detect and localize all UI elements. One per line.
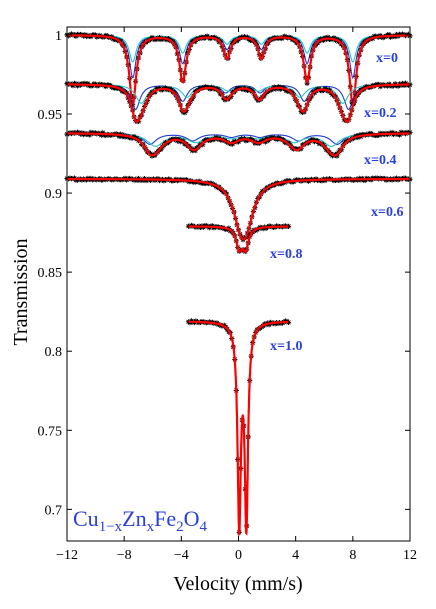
data-points-x=0 [64,31,413,108]
data-point [396,132,403,138]
axes: −12 −8 −4 0 4 8 12 0.7 0.75 0.8 0.85 0.9 0.95 1 [38,26,417,563]
data-point [107,132,113,139]
formula-sub-2: 2 [176,519,184,535]
data-point [98,132,104,138]
formula-sub-1: 1−x [99,519,123,535]
data-point [376,81,382,87]
data-point [70,83,76,89]
y-tick-label: 0.7 [45,503,63,518]
data-point [395,83,401,89]
data-point [259,138,265,144]
x-tick-label: 4 [292,548,299,563]
series-x=0.6 [64,175,413,243]
series-label-x=0.4: x=0.4 [364,153,396,168]
series-x=0 [64,31,413,108]
series-label-x=0.2: x=0.2 [364,106,396,121]
data-point [276,84,282,90]
data-point [182,110,188,116]
data-point [320,37,327,43]
data-point [86,132,92,138]
y-tick-label: 0.75 [38,424,63,439]
x-tick-label: −4 [174,548,189,563]
y-axis-title: Transmission [10,238,32,345]
x-tick-label: −12 [56,548,78,563]
composition-formula: Cu1−xZnxFe2O4 [73,506,208,535]
series-label-x=0.8: x=0.8 [270,247,302,262]
data-point [370,175,376,181]
x-tick-label: 0 [235,548,242,563]
x-tick-label: 12 [403,548,417,563]
data-point [262,139,268,145]
y-tick-label: 1 [55,29,62,44]
formula-sub-x: x [147,519,155,535]
data-point [331,35,337,41]
formula-o: O [184,506,200,531]
data-point [203,84,209,90]
data-point [74,129,81,135]
x-tick-label: 8 [349,548,356,563]
data-point [322,85,328,92]
y-tick-label: 0.9 [45,187,63,202]
formula-sub-4: 4 [200,519,208,535]
series-x=0.8 [185,222,292,255]
data-point [143,177,149,184]
data-point [152,37,158,43]
series-label-x=1.0: x=1.0 [270,339,302,354]
data-point [285,223,292,230]
series-x=0.2 [64,80,413,125]
series-label-x=0.6: x=0.6 [371,205,403,220]
y-tick-label: 0.8 [45,345,63,360]
fit-x=0.4 [67,132,410,157]
data-point [243,138,249,144]
fit-x=0.6 [67,177,410,241]
data-point [158,36,164,43]
data-point [71,80,78,86]
x-tick-label: −8 [117,548,132,563]
formula-fe: Fe [154,506,176,531]
series-label-x=0: x=0 [376,51,398,66]
fit-x=0.2 [67,83,410,124]
series-x=1.0 [185,318,292,538]
data-point [116,133,122,139]
data-point [399,31,406,37]
data-point [152,89,158,95]
fit-x=1.0 [188,320,289,538]
plot-layer: x=0 x=0.2 x=0.4 x=0.6 x=0.8 x=1.0 [64,31,413,538]
data-point [100,130,106,136]
data-point [386,32,392,38]
data-point [325,34,331,40]
data-point [326,87,333,93]
data-point [247,136,254,142]
data-point [398,129,404,135]
formula-cu: Cu [73,506,99,531]
data-point [192,39,198,45]
data-point [258,138,264,145]
fit-x=0.8 [188,225,289,253]
data-point [122,134,128,140]
formula-zn: Zn [122,506,146,531]
y-tick-label: 0.95 [38,108,63,123]
y-tick-label: 0.85 [38,266,63,281]
data-point [396,31,403,37]
data-point [285,319,292,326]
x-axis-title: Velocity (mm/s) [173,573,302,595]
data-point [373,33,379,39]
series-x=0.4 [64,129,413,159]
